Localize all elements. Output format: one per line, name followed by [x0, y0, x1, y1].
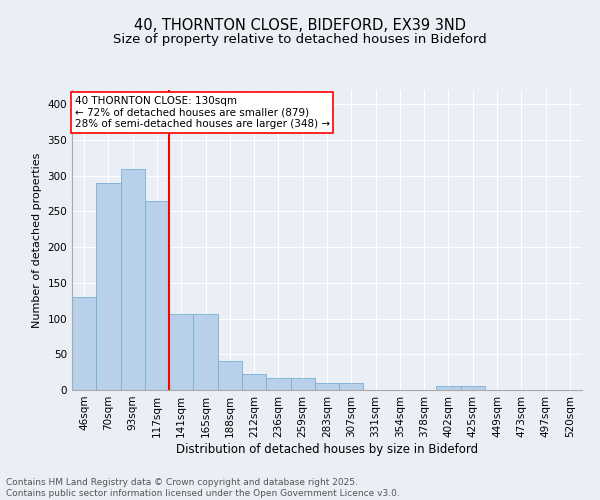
Text: 40, THORNTON CLOSE, BIDEFORD, EX39 3ND: 40, THORNTON CLOSE, BIDEFORD, EX39 3ND	[134, 18, 466, 32]
Bar	[218, 362, 242, 390]
Bar	[121, 168, 145, 390]
Bar	[193, 314, 218, 390]
Y-axis label: Number of detached properties: Number of detached properties	[32, 152, 42, 328]
Text: 40 THORNTON CLOSE: 130sqm
← 72% of detached houses are smaller (879)
28% of semi: 40 THORNTON CLOSE: 130sqm ← 72% of detac…	[74, 96, 329, 129]
Bar	[266, 378, 290, 390]
Bar	[461, 386, 485, 390]
X-axis label: Distribution of detached houses by size in Bideford: Distribution of detached houses by size …	[176, 442, 478, 456]
Bar	[339, 383, 364, 390]
Bar	[290, 378, 315, 390]
Bar	[436, 386, 461, 390]
Text: Size of property relative to detached houses in Bideford: Size of property relative to detached ho…	[113, 32, 487, 46]
Bar	[169, 314, 193, 390]
Bar	[145, 200, 169, 390]
Bar	[315, 383, 339, 390]
Bar	[72, 297, 96, 390]
Text: Contains HM Land Registry data © Crown copyright and database right 2025.
Contai: Contains HM Land Registry data © Crown c…	[6, 478, 400, 498]
Bar	[96, 183, 121, 390]
Bar	[242, 374, 266, 390]
